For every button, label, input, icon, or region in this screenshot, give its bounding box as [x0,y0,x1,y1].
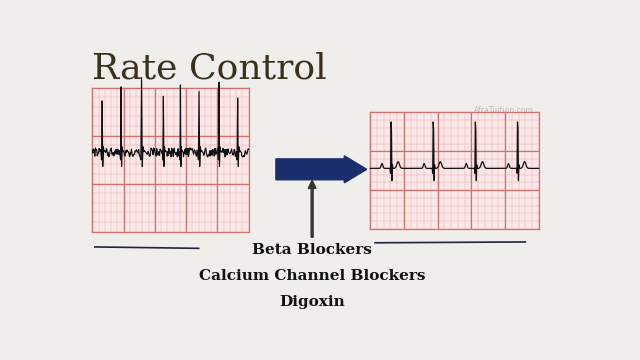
FancyBboxPatch shape [92,87,249,232]
Text: AfraTuition.com: AfraTuition.com [474,105,534,114]
Text: Calcium Channel Blockers: Calcium Channel Blockers [199,269,426,283]
Text: Beta Blockers: Beta Blockers [252,243,372,257]
FancyBboxPatch shape [370,112,539,229]
Text: Digoxin: Digoxin [279,296,345,310]
Text: Rate Control: Rate Control [92,51,327,86]
